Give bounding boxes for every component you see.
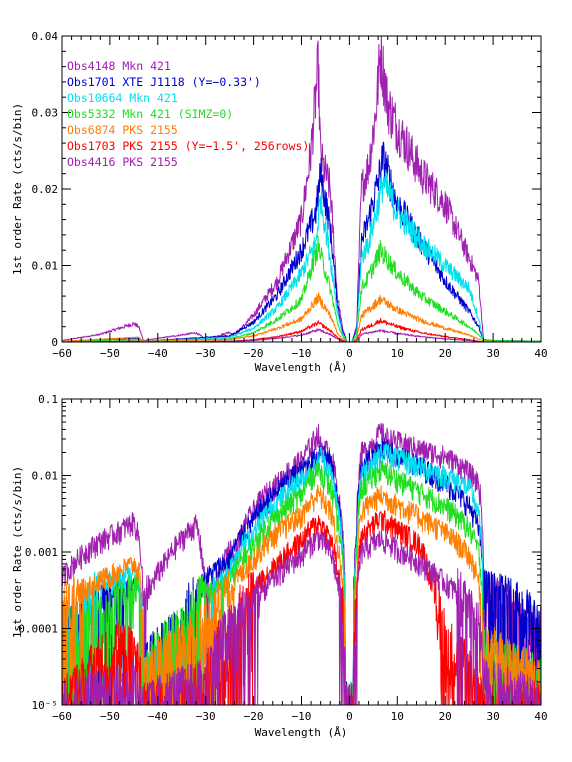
y-tick-label: 10⁻⁵ [32, 699, 59, 712]
legend-entry: Obs10664 Mkn 421 [67, 91, 178, 105]
bottom-ticks [61, 398, 542, 706]
y-tick-label: 0.02 [32, 183, 59, 196]
legend-entry: Obs4148 Mkn 421 [67, 59, 171, 73]
x-tick-label: −30 [196, 347, 216, 360]
bottom-x-axis-label: Wavelength (Å) [255, 726, 348, 739]
x-tick-label: −10 [292, 347, 312, 360]
x-tick-label: −40 [148, 347, 168, 360]
y-tick-label: 0.04 [32, 30, 59, 43]
y-tick-label: 0.01 [32, 470, 59, 483]
top-x-tick-labels: −60 −50 −40 −30 −20 −10 0 10 20 30 40 [52, 347, 548, 360]
x-tick-label: 0 [346, 710, 353, 723]
y-tick-label: 0.1 [38, 393, 58, 406]
x-tick-label: −20 [244, 347, 264, 360]
series-line-1 [62, 36, 541, 342]
x-tick-label: 30 [486, 710, 499, 723]
x-tick-label: −50 [100, 710, 120, 723]
series-line-6 [62, 510, 541, 705]
y-tick-label: 0.03 [32, 107, 59, 120]
top-y-tick-labels: 0 0.01 0.02 0.03 0.04 [32, 30, 59, 349]
top-x-axis-label: Wavelength (Å) [255, 361, 348, 374]
legend-entry: Obs4416 PKS 2155 [67, 155, 178, 169]
y-tick-label: 0.01 [32, 260, 59, 273]
top-y-axis-label: 1st order Rate (cts/s/bin) [11, 103, 24, 275]
x-tick-label: −30 [196, 710, 216, 723]
x-tick-label: 10 [391, 347, 404, 360]
x-tick-label: −20 [244, 710, 264, 723]
x-tick-label: −50 [100, 347, 120, 360]
x-tick-label: 20 [439, 347, 452, 360]
x-tick-label: −40 [148, 710, 168, 723]
series-line-7 [62, 529, 541, 705]
series-line-3 [62, 442, 541, 705]
series-line-4 [62, 458, 541, 705]
bottom-series-group [62, 422, 541, 705]
x-tick-label: 10 [391, 710, 404, 723]
y-tick-label: 0.0001 [18, 623, 58, 636]
series-line-5 [62, 292, 541, 342]
y-tick-label: 0 [51, 336, 58, 349]
bottom-y-axis-label: 1st order Rate (cts/s/bin) [11, 466, 24, 638]
bottom-y-tick-labels: 10⁻⁵ 0.0001 0.001 0.01 0.1 [18, 393, 58, 712]
y-tick-label: 0.001 [25, 546, 58, 559]
panel-bottom-log: −60 −50 −40 −30 −20 −10 0 10 20 30 40 10⁻⁵ 0.0001 0.… [11, 393, 548, 739]
x-tick-label: −60 [52, 347, 72, 360]
x-tick-label: −10 [292, 710, 312, 723]
top-legend: Obs4148 Mkn 421 Obs1701 XTE J1118 (Y=−0.3… [67, 59, 309, 169]
legend-entry: Obs1701 XTE J1118 (Y=−0.33') [67, 75, 261, 89]
x-tick-label: 0 [346, 347, 353, 360]
x-tick-label: 40 [534, 710, 547, 723]
legend-entry: Obs1703 PKS 2155 (Y=−1.5', 256rows) [67, 139, 309, 153]
x-tick-label: 30 [486, 347, 499, 360]
panel-top-linear: −60 −50 −40 −30 −20 −10 0 10 20 30 40 0 0.01 0.02 0.0… [11, 30, 548, 374]
legend-entry: Obs6874 PKS 2155 [67, 123, 178, 137]
top-ticks [61, 35, 542, 343]
series-line-1 [62, 422, 541, 705]
top-series-group [62, 36, 541, 342]
bottom-x-tick-labels: −60 −50 −40 −30 −20 −10 0 10 20 30 40 [52, 710, 548, 723]
series-line-4 [62, 235, 541, 342]
x-tick-label: 40 [534, 347, 547, 360]
x-tick-label: 20 [439, 710, 452, 723]
legend-entry: Obs5332 Mkn 421 (SIMZ=0) [67, 107, 233, 121]
x-tick-label: −60 [52, 710, 72, 723]
series-line-5 [62, 484, 541, 705]
